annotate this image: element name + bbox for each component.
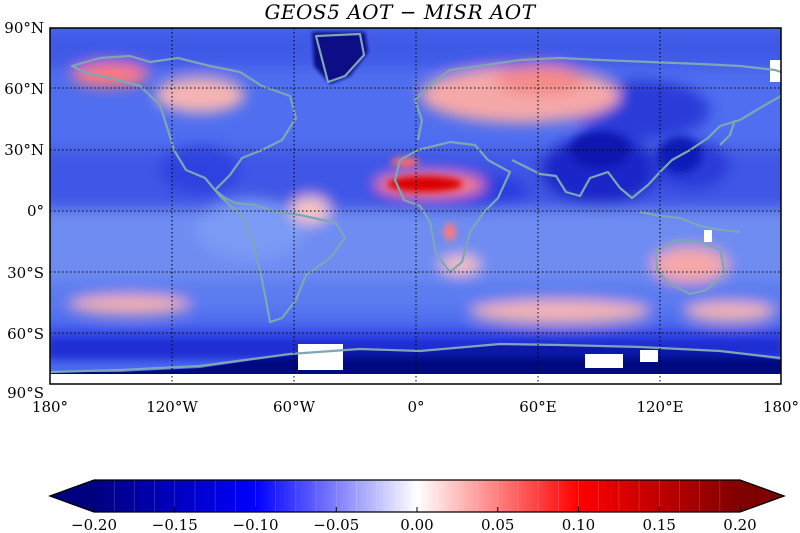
lat-label: 90°S <box>7 384 44 402</box>
longitude-labels: 180° 120°W 60°W 0° 60°E 120°E 180° <box>32 398 799 416</box>
colorbar-tick-label: −0.05 <box>313 516 359 533</box>
lon-label: 180° <box>32 398 68 416</box>
latitude-labels: 90°N 60°N 30°N 0° 30°S 60°S 90°S <box>4 19 44 402</box>
colorbar-tick-label: 0.15 <box>643 516 676 533</box>
colorbar-tick-label: 0.20 <box>723 516 756 533</box>
map-frame <box>49 27 782 385</box>
colorbar-tick-label: −0.15 <box>152 516 198 533</box>
colorbar-tick-label: −0.10 <box>233 516 279 533</box>
colorbar-body <box>94 480 740 512</box>
lon-label: 60°E <box>519 398 557 416</box>
colorbar-ticks: −0.20 −0.15 −0.10 −0.05 0.00 0.05 0.10 0.15 0.20 <box>71 507 757 533</box>
colorbar-max-extension <box>740 480 784 512</box>
colorbar-dividers <box>113 480 721 512</box>
lon-label: 120°E <box>636 398 683 416</box>
coastlines <box>50 32 781 374</box>
map-title: GEOS5 AOT − MISR AOT <box>264 0 536 24</box>
lat-label: 60°N <box>4 80 44 98</box>
lat-label: 30°N <box>4 141 44 159</box>
colorbar-tick-label: 0.00 <box>400 516 433 533</box>
lat-label: 0° <box>27 202 44 220</box>
colorbar-tick-label: −0.20 <box>71 516 117 533</box>
graticule <box>50 28 781 384</box>
lon-label: 180° <box>763 398 799 416</box>
colorbar-tick-label: 0.05 <box>481 516 514 533</box>
lon-label: 0° <box>407 398 424 416</box>
colorbar-min-extension <box>50 480 94 512</box>
lat-label: 30°S <box>7 264 44 282</box>
lat-label: 90°N <box>4 19 44 37</box>
lon-label: 120°W <box>146 398 198 416</box>
colorbar-tick-label: 0.10 <box>562 516 595 533</box>
lon-label: 60°W <box>273 398 316 416</box>
lat-label: 60°S <box>7 325 44 343</box>
